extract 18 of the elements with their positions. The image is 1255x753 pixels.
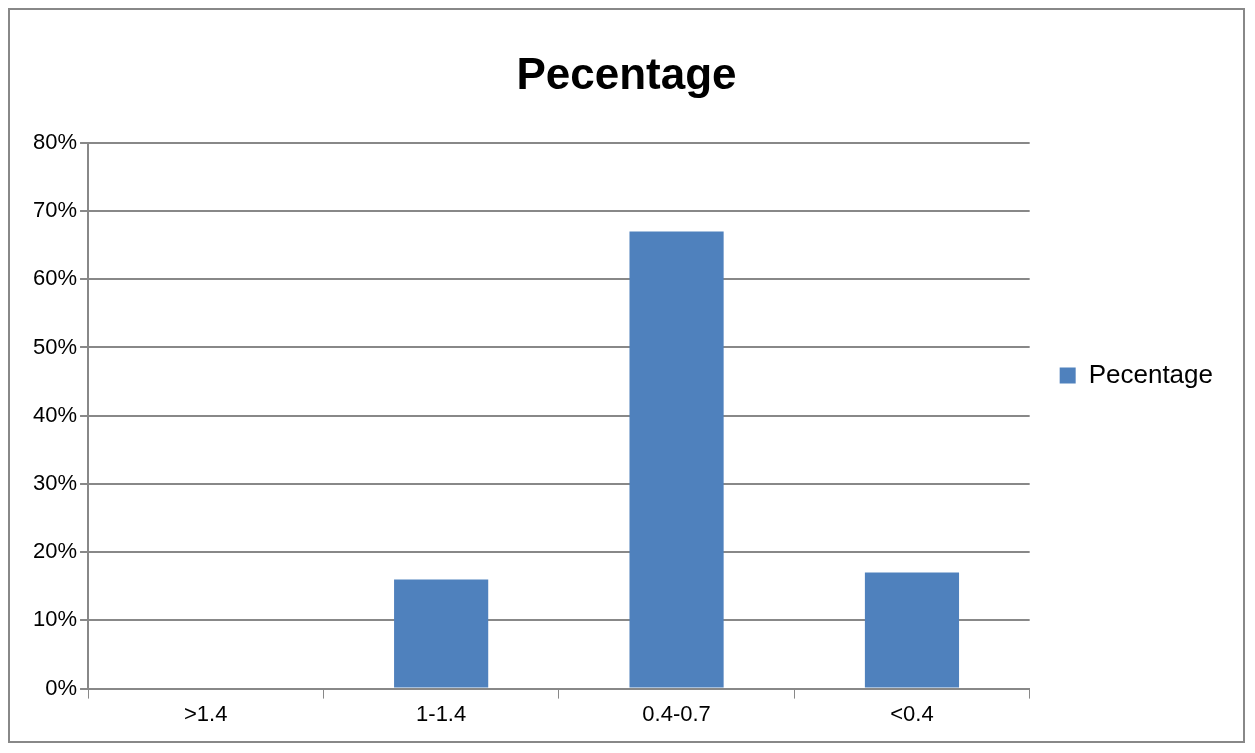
- y-tick-label: 80%: [32, 128, 78, 154]
- x-tick-label: 0.4-0.7: [642, 700, 711, 726]
- y-tick-label: 70%: [32, 197, 78, 223]
- y-tick-label: 10%: [32, 606, 78, 632]
- chart-title: Pecentage: [516, 48, 737, 98]
- y-tick-label: 50%: [32, 333, 78, 359]
- y-tick-label: 20%: [32, 538, 78, 564]
- x-tick-label: 1-1.4: [416, 700, 467, 726]
- y-tick-label: 60%: [32, 265, 78, 291]
- x-tick-label: <0.4: [890, 700, 934, 726]
- y-tick-label: 30%: [32, 469, 78, 495]
- legend-label: Pecentage: [1088, 358, 1213, 389]
- y-tick-label: 0%: [45, 674, 78, 700]
- bar: [864, 572, 960, 688]
- x-tick-label: >1.4: [184, 700, 228, 726]
- y-tick-label: 40%: [32, 401, 78, 427]
- bar: [629, 231, 724, 688]
- bar: [394, 579, 489, 688]
